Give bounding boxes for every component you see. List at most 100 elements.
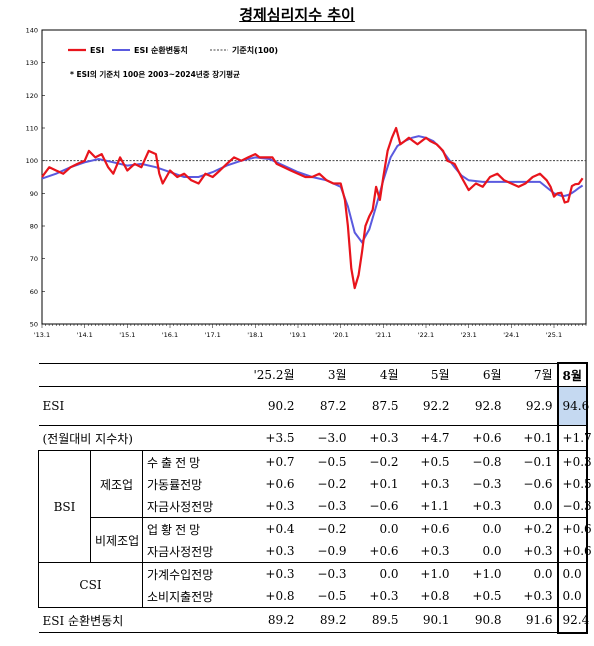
table-cell: 0.0: [379, 567, 399, 581]
chart-title: 경제심리지수 추이: [239, 6, 355, 24]
table-cell: 87.5: [350, 386, 403, 426]
esi-trend-series-line: [41, 135, 584, 245]
table-cell-current: −0.3: [556, 495, 592, 518]
table-cell: +0.2: [523, 522, 553, 536]
x-tick-label: '19.1: [290, 331, 306, 339]
x-tick-label: '18.1: [247, 331, 263, 339]
table-cell-current: 0.0: [556, 585, 588, 608]
x-tick-label: '15.1: [119, 331, 135, 339]
table-cell: −0.9: [298, 540, 351, 563]
row-label: ESI: [38, 386, 247, 426]
table-cell: +0.3: [420, 477, 450, 491]
table-cell: +1.0: [472, 567, 502, 581]
table-cell: +0.6: [420, 522, 450, 536]
x-tick-label: '16.1: [162, 331, 178, 339]
table-cell: −0.6: [350, 495, 403, 518]
mfg-group-label: 제조업: [90, 450, 143, 518]
table-cell: 0.0: [453, 540, 506, 563]
y-tick-label: 90: [30, 190, 38, 198]
table-cell: −0.5: [317, 455, 347, 469]
x-tick-label: '25.1: [546, 331, 562, 339]
table-cell: −0.8: [472, 455, 502, 469]
table-row-utilization: 가동률전망 +0.6 −0.2 +0.1 +0.3 −0.3 −0.6 +0.5: [39, 473, 592, 495]
table-cell: 91.6: [505, 607, 558, 633]
table-cell: +0.6: [350, 540, 403, 563]
x-tick-label: '24.1: [503, 331, 519, 339]
table-cell: −0.2: [317, 522, 347, 536]
table-cell: −0.2: [317, 477, 347, 491]
row-label: 자금사정전망: [142, 540, 247, 563]
col-header: 3월: [298, 362, 351, 387]
table-cell: 87.2: [298, 386, 351, 426]
table-cell: 92.9: [505, 386, 558, 426]
table-cell: +0.5: [453, 585, 506, 608]
x-tick-label: '22.1: [418, 331, 434, 339]
x-tick-label: '20.1: [333, 331, 349, 339]
table-cell: −0.1: [523, 455, 553, 469]
table-cell: −0.3: [472, 477, 502, 491]
table-cell: 90.1: [402, 607, 454, 633]
csi-group-label: CSI: [38, 562, 143, 608]
table-row-business: 비제조업 업황전망 +0.4 −0.2 0.0 +0.6 0.0 +0.2 +0…: [39, 517, 592, 563]
table-row-export: BSI 제조업 수출전망 +0.7 −0.5 −0.2 +0.5 −0.8 −0…: [38, 450, 592, 563]
y-tick-label: 50: [30, 321, 38, 329]
table-row-trend: ESI 순환변동치 89.2 89.2 89.5 90.1 90.8 91.6 …: [38, 607, 589, 634]
table-cell: +0.6: [265, 477, 295, 491]
y-tick-label: 80: [30, 223, 38, 231]
table-cell: 89.2: [246, 607, 299, 633]
y-tick-label: 100: [26, 157, 38, 165]
table-cell: +0.3: [505, 540, 558, 563]
table-cell-current: +0.3: [556, 450, 592, 473]
x-tick-label: '21.1: [375, 331, 391, 339]
esi-line-chart: 50 60 70 80 90 100 110 120 130 140 '13.1 '14.1 '15.…: [26, 27, 587, 339]
table-cell-current: 0.0: [556, 562, 588, 585]
table-cell: −3.0: [298, 425, 351, 451]
row-label: 수출전망: [147, 455, 204, 470]
y-tick-label: 120: [26, 92, 38, 100]
table-cell: +0.3: [505, 585, 558, 608]
table-cell-current: +0.5: [556, 473, 592, 495]
row-label: 가동률전망: [147, 477, 203, 492]
col-header: '25.2월: [246, 362, 299, 387]
table-cell: 89.5: [350, 607, 403, 633]
table-cell: +0.1: [369, 477, 399, 491]
table-cell: 92.2: [402, 386, 454, 426]
row-label: 자금사정전망: [142, 495, 247, 518]
table-cell-current: 92.4: [556, 607, 589, 634]
table-cell: −0.6: [523, 477, 553, 491]
esi-component-table: '25.2월 3월 4월 5월 6월 7월 8월 ESI 90.2 87.2 8…: [38, 362, 592, 634]
bsi-group-label: BSI: [38, 450, 91, 563]
x-tick-label: '17.1: [205, 331, 221, 339]
table-cell: +0.3: [246, 540, 299, 563]
table-row-nonmfg-funding: 자금사정전망 +0.3 −0.9 +0.6 +0.3 0.0 +0.3 +0.6: [39, 540, 592, 563]
col-header-current: 8월: [556, 362, 588, 387]
table-cell: +0.3: [350, 585, 403, 608]
table-row-mfg-funding: 자금사정전망 +0.3 −0.3 −0.6 +1.1 +0.3 0.0 −0.3: [39, 495, 592, 518]
table-cell: +0.7: [265, 455, 295, 469]
table-cell: −0.5: [298, 585, 351, 608]
table-cell: 0.0: [379, 522, 399, 536]
x-tick-label: '23.1: [461, 331, 477, 339]
table-cell: 0.0: [505, 495, 558, 518]
table-cell: 89.2: [298, 607, 351, 633]
table-cell: 0.0: [533, 567, 553, 581]
table-cell: −0.3: [317, 567, 347, 581]
y-tick-label: 60: [30, 288, 38, 296]
table-header-row: '25.2월 3월 4월 5월 6월 7월 8월: [38, 362, 588, 387]
x-tick-label: '13.1: [34, 331, 50, 339]
table-cell: +1.0: [420, 567, 450, 581]
table-cell: +0.3: [350, 425, 403, 451]
legend-baseline-label: 기준치(100): [232, 45, 278, 55]
table-cell: +0.3: [265, 567, 295, 581]
table-cell: 0.0: [482, 522, 502, 536]
col-header: 6월: [453, 362, 506, 387]
y-tick-label: 130: [26, 59, 38, 67]
table-row-household-income: CSI 가계수입전망 +0.3 −0.3 0.0 +1.0 +1.0 0.0 0…: [38, 562, 588, 608]
table-cell: +0.4: [265, 522, 295, 536]
row-label: (전월대비 지수차): [38, 425, 247, 451]
table-row-mom: (전월대비 지수차) +3.5 −3.0 +0.3 +4.7 +0.6 +0.1…: [38, 425, 592, 451]
table-cell: +0.3: [402, 540, 454, 563]
row-label: 소비지출전망: [142, 585, 247, 608]
table-cell: 92.8: [453, 386, 506, 426]
table-cell: −0.2: [369, 455, 399, 469]
